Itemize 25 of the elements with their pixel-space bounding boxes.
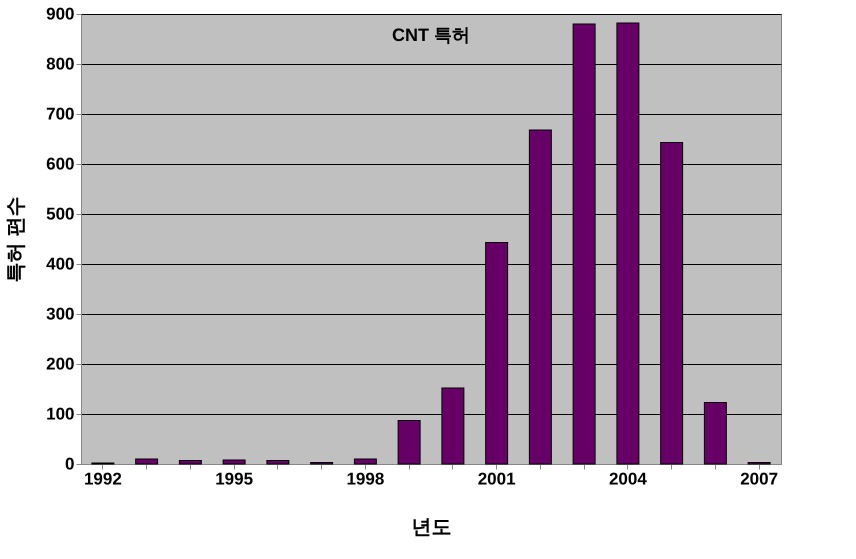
bar (222, 460, 246, 464)
y-tick-label: 400 (46, 254, 74, 274)
bar (398, 420, 421, 464)
y-tick-label: 500 (46, 204, 74, 224)
y-tick-label: 200 (46, 354, 74, 374)
x-tick-label: 2004 (608, 470, 648, 488)
x-tick-label: 1995 (215, 470, 254, 488)
bar (354, 458, 377, 464)
x-axis-title: 년도 (412, 516, 452, 538)
text: CNT 특허 (392, 25, 470, 45)
bar (266, 460, 290, 464)
x-tick-label: 1998 (346, 470, 384, 488)
y-tick-label: 100 (46, 404, 74, 424)
y-tick-label: 800 (46, 54, 74, 74)
y-tick-label: 0 (65, 454, 74, 474)
bar (178, 460, 202, 464)
y-tick-label: 700 (46, 104, 74, 124)
x-tick-label: 2007 (740, 470, 778, 488)
x-tick-label: 1992 (84, 470, 122, 488)
bar (135, 458, 158, 464)
y-tick-label: 900 (46, 4, 74, 24)
y-axis-title: 특허 편수 (5, 196, 28, 282)
x-tick-label: 2001 (478, 470, 516, 488)
y-tick-label: 300 (46, 304, 74, 324)
y-tick-label: 600 (46, 154, 74, 174)
